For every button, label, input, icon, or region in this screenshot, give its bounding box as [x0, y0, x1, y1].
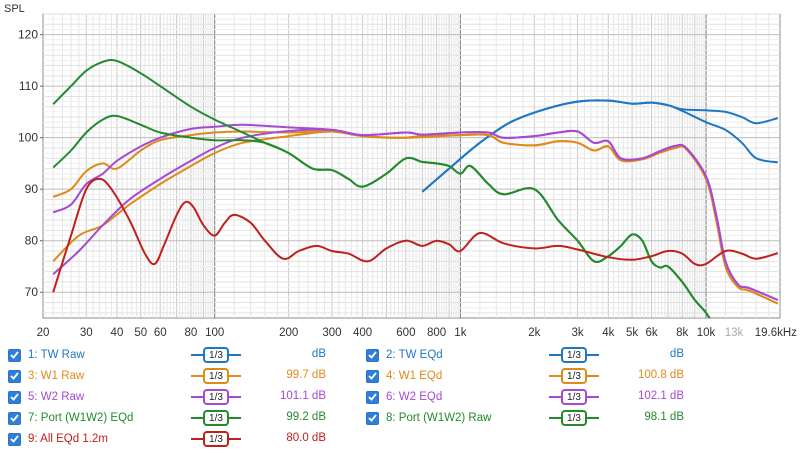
x-tick-label: 80: [185, 327, 198, 339]
x-tick-label: 50: [134, 327, 147, 339]
legend-entry-leg3: 3: W1 Raw: [8, 366, 84, 386]
x-tick-label: 60: [154, 327, 167, 339]
legend-value: 98.1 dB: [644, 411, 684, 423]
legend-entry-leg7: 7: Port (W1W2) EQd: [8, 408, 133, 428]
legend-value: 99.7 dB: [286, 369, 326, 381]
legend-entry-leg5: 5: W2 Raw: [8, 387, 84, 407]
checkbox-checked-icon[interactable]: [8, 411, 21, 425]
checkbox-checked-icon[interactable]: [8, 390, 21, 404]
x-tick-label: 100: [205, 327, 224, 339]
checkbox-checked-icon[interactable]: [8, 348, 21, 362]
smoothing-button[interactable]: 1/3: [203, 410, 229, 426]
checkbox-checked-icon[interactable]: [366, 369, 379, 383]
x-tick-label: 6k: [645, 327, 657, 339]
legend-value: 102.1 dB: [637, 390, 684, 402]
smoothing-button[interactable]: 1/3: [561, 410, 587, 426]
x-tick-label: 1k: [454, 327, 466, 339]
legend-value: 101.1 dB: [279, 390, 326, 402]
smoothing-button[interactable]: 1/3: [203, 389, 229, 405]
smoothing-button[interactable]: 1/3: [203, 368, 229, 384]
y-tick-label: 120: [18, 28, 38, 42]
series-line-all-eqd-1-2m: [52, 177, 779, 293]
legend-entry-leg1: 1: TW Raw: [8, 345, 85, 365]
legend-value: 100.8 dB: [637, 369, 684, 381]
legend-label: 1: TW Raw: [28, 349, 85, 361]
legend-entry-leg4: 4: W1 EQd: [366, 366, 442, 386]
series-line-w2-eqd: [52, 123, 779, 301]
smoothing-button[interactable]: 1/3: [561, 347, 587, 363]
series-line-w1-eqd: [52, 130, 779, 305]
series-line-tw-eqd: [421, 99, 778, 193]
x-tick-label: 2k: [528, 327, 540, 339]
x-tick-label: 13k: [725, 327, 744, 339]
smoothing-button[interactable]: 1/3: [203, 431, 229, 447]
checkbox-checked-icon[interactable]: [366, 348, 379, 362]
x-tick-label: 300: [322, 327, 341, 339]
y-tick-label: 100: [18, 131, 38, 145]
legend-label: 6: W2 EQd: [386, 391, 443, 403]
x-tick-label: 3k: [572, 327, 584, 339]
y-tick-label: 90: [25, 182, 39, 196]
legend-value: 99.2 dB: [286, 411, 326, 423]
y-tick-label: 80: [25, 234, 39, 248]
x-tick-label: 200: [279, 327, 298, 339]
legend-entry-leg6: 6: W2 EQd: [366, 387, 442, 407]
frequency-response-chart: 70 80 90 100 110 120 SPL 20 30 40 50 60 80 100 200 300 4…: [4, 3, 797, 339]
checkbox-checked-icon[interactable]: [366, 411, 379, 425]
checkbox-checked-icon[interactable]: [8, 432, 21, 446]
x-tick-label: 600: [396, 327, 415, 339]
x-tick-label: 40: [111, 327, 124, 339]
y-tick-label: 70: [25, 285, 39, 299]
legend: 1: TW Raw 1/3 dB 2: TW EQd 1/3 dB 3: W1 Raw 1/3…: [0, 343, 800, 453]
x-tick-label: 4k: [602, 327, 614, 339]
legend-value: dB: [669, 348, 684, 360]
legend-label: 9: All EQd 1.2m: [28, 433, 108, 445]
legend-label: 7: Port (W1W2) EQd: [28, 412, 134, 424]
legend-entry-leg9: 9: All EQd 1.2m: [8, 429, 108, 449]
legend-entry-leg8: 8: Port (W1W2) Raw: [366, 408, 491, 428]
x-tick-label: 5k: [626, 327, 638, 339]
checkbox-checked-icon[interactable]: [366, 390, 379, 404]
x-tick-label: 400: [353, 327, 372, 339]
smoothing-button[interactable]: 1/3: [561, 368, 587, 384]
x-tick-label: 20: [37, 327, 50, 339]
checkbox-checked-icon[interactable]: [8, 369, 21, 383]
y-tick-label: 110: [19, 79, 38, 93]
x-tick-label: 10k: [697, 327, 716, 339]
smoothing-button[interactable]: 1/3: [203, 347, 229, 363]
x-tick-label: 8k: [676, 327, 688, 339]
legend-label: 8: Port (W1W2) Raw: [386, 412, 492, 424]
legend-label: 4: W1 EQd: [386, 370, 443, 382]
legend-label: 2: TW EQd: [386, 349, 443, 361]
x-tick-label: 800: [427, 327, 446, 339]
series-line-port-w1w2-raw: [52, 114, 711, 318]
legend-value: 80.0 dB: [286, 432, 326, 444]
legend-label: 3: W1 Raw: [28, 370, 85, 382]
plot-area: [42, 13, 781, 319]
legend-value: dB: [311, 348, 326, 360]
legend-entry-leg2: 2: TW EQd: [366, 345, 443, 365]
smoothing-button[interactable]: 1/3: [561, 389, 587, 405]
x-tick-label: 30: [80, 327, 93, 339]
legend-label: 5: W2 Raw: [28, 391, 85, 403]
y-axis-label: SPL: [4, 3, 25, 15]
x-tick-label: 19.6kHz: [755, 327, 797, 339]
